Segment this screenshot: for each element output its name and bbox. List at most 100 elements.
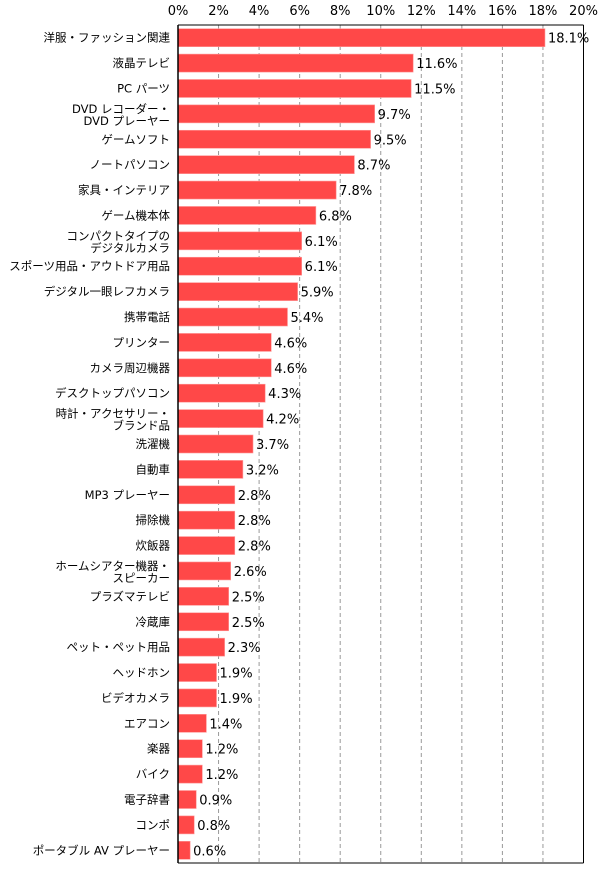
category-label: 掃除機 — [136, 513, 171, 527]
bar — [177, 79, 412, 98]
bar — [177, 815, 195, 835]
data-label: 11.6% — [416, 57, 457, 72]
bar — [177, 764, 203, 784]
x-tick-label: 8% — [330, 4, 351, 19]
category-label: ホームシアター機器・ — [55, 559, 170, 573]
data-label: 9.5% — [374, 133, 407, 148]
category-label: 自動車 — [136, 462, 171, 476]
data-label: 1.2% — [205, 743, 238, 758]
data-label: 1.2% — [205, 768, 238, 783]
category-label: カメラ周辺機器 — [90, 361, 171, 375]
category-label: スピーカー — [113, 571, 171, 585]
data-label: 5.9% — [301, 286, 334, 301]
data-label: 0.9% — [199, 794, 232, 809]
bar — [177, 231, 302, 251]
bar — [177, 206, 317, 225]
category-label: プラズマテレビ — [90, 589, 170, 603]
bar — [177, 180, 337, 200]
x-tick-label: 10% — [366, 4, 395, 19]
category-label: 携帯電話 — [124, 310, 170, 324]
x-tick-label: 20% — [569, 4, 598, 19]
bar — [177, 333, 272, 352]
category-label: ノートパソコン — [90, 158, 171, 172]
bar — [177, 409, 264, 428]
data-label: 1.9% — [220, 692, 253, 707]
category-label: 冷蔵庫 — [136, 615, 171, 629]
category-label: バイク — [136, 767, 170, 781]
category-label: スポーツ用品・アウトドア用品 — [9, 259, 170, 273]
category-label: ヘッドホン — [113, 666, 171, 680]
category-label: デジタルカメラ — [90, 241, 170, 255]
category-label: 時計・アクセサリー・ — [56, 407, 170, 421]
x-tick-label: 4% — [249, 4, 270, 19]
category-label: 楽器 — [147, 742, 170, 756]
data-label: 6.1% — [305, 235, 338, 250]
category-label: デスクトップパソコン — [55, 386, 170, 400]
bar — [177, 612, 229, 632]
data-label: 3.7% — [256, 438, 289, 453]
category-label: DVD プレーヤー — [83, 114, 170, 128]
category-label: ブランド品 — [113, 419, 171, 433]
category-label: 液晶テレビ — [113, 56, 171, 70]
bar — [177, 637, 225, 657]
data-label: 2.8% — [238, 514, 271, 529]
bar — [177, 739, 203, 759]
category-label: コンパクトタイプの — [67, 229, 171, 243]
data-label: 0.6% — [193, 844, 226, 859]
bar — [177, 714, 207, 733]
data-label: 8.7% — [357, 159, 390, 174]
bar — [177, 460, 244, 479]
category-label: DVD レコーダー・ — [72, 102, 170, 116]
bar — [177, 256, 302, 276]
data-label: 7.8% — [339, 184, 372, 199]
bar — [177, 53, 414, 73]
data-label: 2.8% — [238, 489, 271, 504]
data-label: 1.4% — [209, 717, 242, 732]
data-label: 3.2% — [246, 463, 279, 478]
data-label: 2.8% — [238, 540, 271, 555]
bar — [177, 663, 217, 682]
category-label: ポータブル AV プレーヤー — [33, 843, 170, 857]
category-label: コンポ — [136, 818, 171, 832]
category-label: 家具・インテリア — [78, 183, 170, 197]
category-label: 炊飯器 — [136, 539, 171, 553]
data-label: 9.7% — [378, 108, 411, 123]
category-label: 洗濯機 — [136, 437, 171, 451]
bar — [177, 434, 254, 454]
data-label: 4.3% — [268, 387, 301, 402]
data-label: 18.1% — [548, 32, 589, 47]
category-label: エアコン — [124, 716, 170, 730]
data-label: 1.9% — [220, 667, 253, 682]
data-label: 5.4% — [290, 311, 323, 326]
bar — [177, 307, 288, 327]
category-label: ビデオカメラ — [101, 691, 170, 705]
bar — [177, 28, 546, 47]
bar — [177, 790, 197, 809]
bar — [177, 383, 266, 403]
x-tick-label: 14% — [447, 4, 476, 19]
bar — [177, 485, 236, 505]
bar — [177, 510, 236, 530]
data-label: 2.3% — [228, 641, 261, 656]
data-label: 4.2% — [266, 413, 299, 428]
category-label: ゲーム機本体 — [101, 208, 170, 222]
data-label: 2.5% — [232, 590, 265, 605]
category-label: ペット・ペット用品 — [67, 640, 171, 654]
x-tick-label: 18% — [528, 4, 557, 19]
data-label: 4.6% — [274, 362, 307, 377]
bar — [177, 129, 371, 149]
x-tick-label: 0% — [168, 4, 189, 19]
category-label: MP3 プレーヤー — [85, 488, 170, 502]
x-tick-label: 16% — [488, 4, 517, 19]
category-label: PC パーツ — [117, 81, 170, 95]
x-tick-label: 2% — [208, 4, 229, 19]
data-label: 2.5% — [232, 616, 265, 631]
category-label: ゲームソフト — [101, 132, 170, 146]
bar — [177, 536, 236, 555]
x-tick-label: 6% — [289, 4, 310, 19]
category-label: 電子辞書 — [124, 793, 170, 807]
category-label: 洋服・ファッション関連 — [44, 31, 171, 45]
category-label: プリンター — [113, 335, 171, 349]
bar — [177, 587, 229, 606]
